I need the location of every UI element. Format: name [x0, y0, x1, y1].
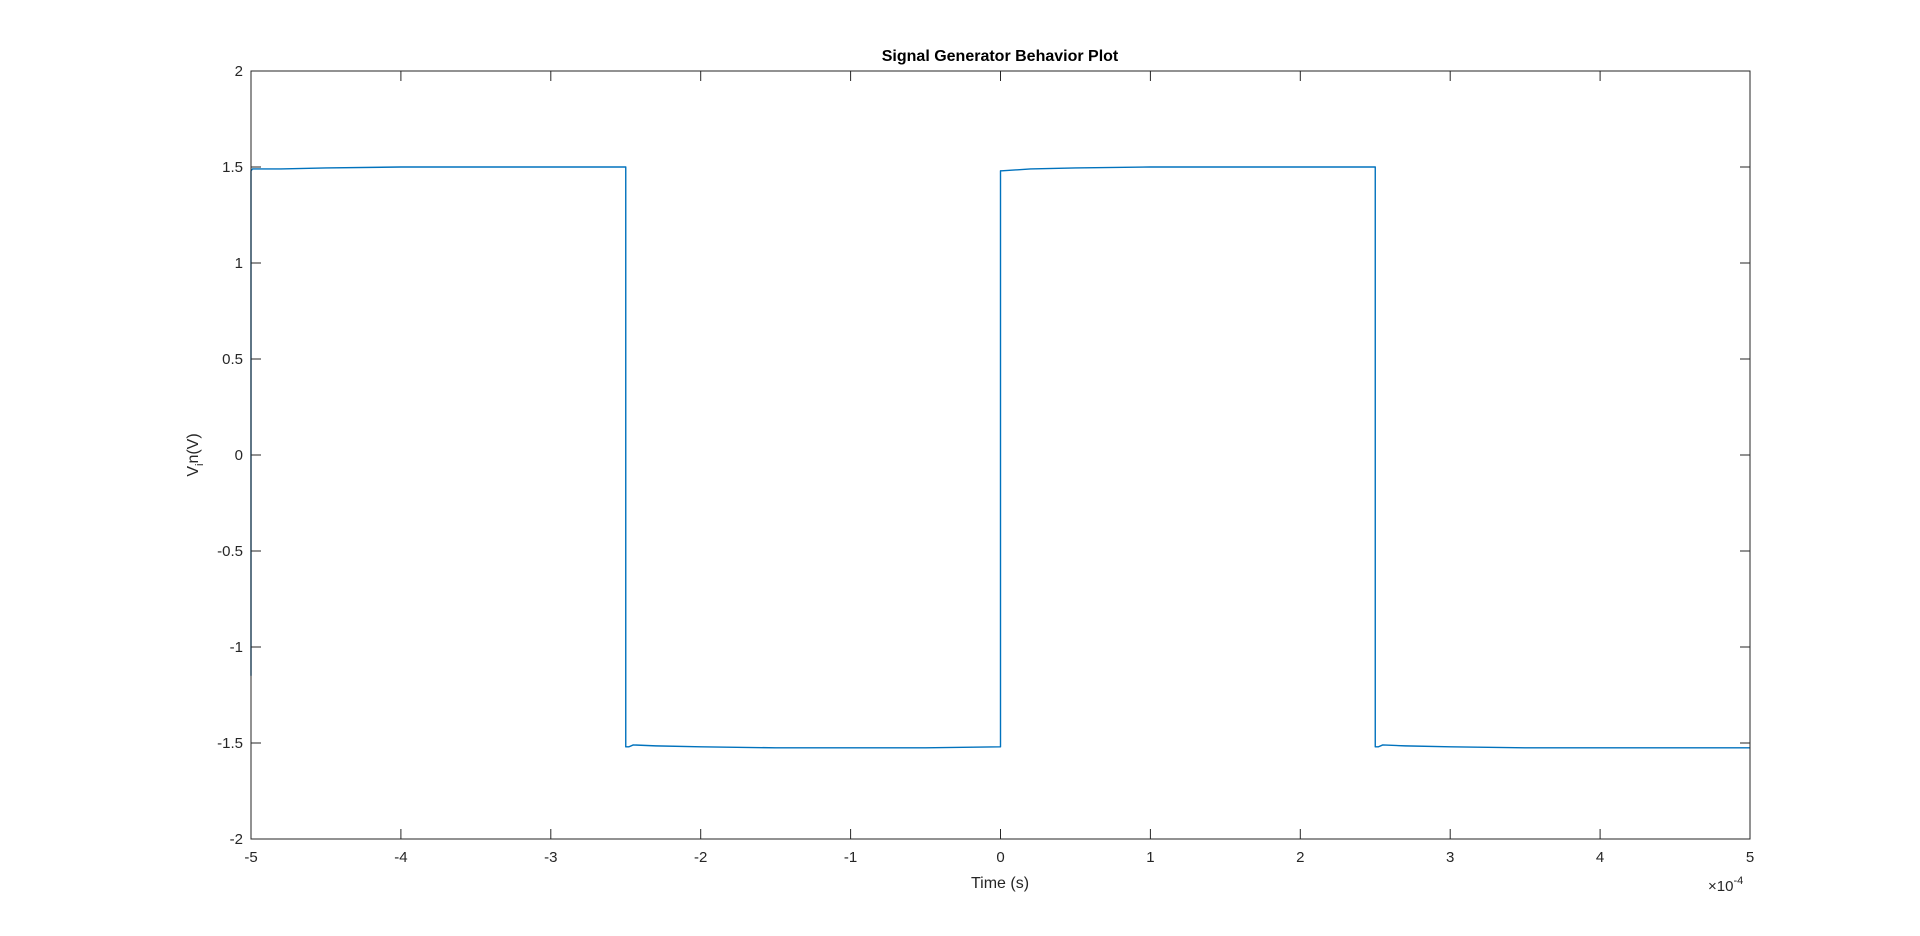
x-tick-label: -4 [394, 849, 407, 866]
y-tick-label: 1.5 [222, 159, 243, 176]
x-tick-label: 3 [1446, 849, 1454, 866]
y-tick-label: 0 [235, 447, 243, 464]
y-axis-label-part: i [194, 464, 206, 466]
x-tick-label: -3 [544, 849, 557, 866]
y-axis-label-part: V [185, 466, 202, 477]
series-layer [250, 166, 1750, 749]
x-tick-label: -1 [844, 849, 857, 866]
x-tick-label: 4 [1596, 849, 1604, 866]
x-axis-label: Time (s) [971, 875, 1029, 892]
y-tick-label: 2 [235, 63, 243, 80]
y-tick-label: -1.5 [217, 735, 243, 752]
x-tick-label: 0 [996, 849, 1004, 866]
x-exponent-power: -4 [1733, 875, 1743, 887]
y-tick-label: 1 [235, 255, 243, 272]
x-tick-label: -2 [694, 849, 707, 866]
x-tick-label: 1 [1146, 849, 1154, 866]
y-tick-label: -1 [230, 639, 243, 656]
y-axis-ticks: -2 -1.5 -1 -0.5 0 0.5 1 1.5 2 [217, 63, 1750, 848]
x-tick-label: 5 [1746, 849, 1754, 866]
y-axis-label: Vin(V) [185, 433, 206, 476]
x-tick-label: 2 [1296, 849, 1304, 866]
y-axis-label-part: n(V) [185, 433, 202, 463]
x-exponent-base: ×10 [1708, 878, 1733, 895]
series-line [250, 166, 1750, 749]
y-tick-label: 0.5 [222, 351, 243, 368]
y-tick-label: -0.5 [217, 543, 243, 560]
chart-title: Signal Generator Behavior Plot [882, 48, 1119, 65]
x-axis-ticks: -5 -4 -3 -2 -1 0 1 2 3 4 5 [244, 71, 1754, 866]
y-tick-label: -2 [230, 831, 243, 848]
x-axis-exponent: ×10-4 [1708, 875, 1743, 895]
x-tick-label: -5 [244, 849, 257, 866]
